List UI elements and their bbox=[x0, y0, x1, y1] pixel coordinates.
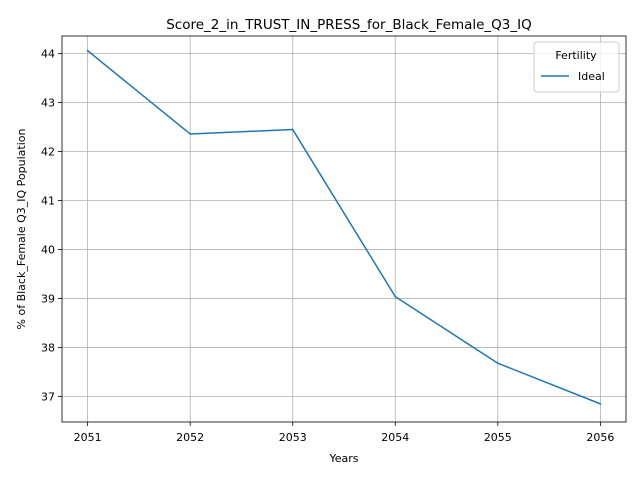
data-point bbox=[189, 133, 192, 135]
legend-box bbox=[533, 41, 620, 93]
data-point bbox=[291, 128, 294, 131]
x-tick-label: 2055 bbox=[484, 431, 512, 444]
x-tick-label: 2052 bbox=[176, 431, 204, 444]
data-point bbox=[86, 49, 89, 52]
x-tick-label: 2054 bbox=[381, 431, 409, 444]
plot-area-frame bbox=[61, 35, 627, 423]
series-layer bbox=[86, 49, 602, 405]
x-tick-label: 2053 bbox=[279, 431, 307, 444]
x-axis-label: Years bbox=[328, 452, 358, 465]
y-axis-label: % of Black_Female Q3_IQ Population bbox=[15, 129, 28, 330]
axis-ticks: 2051 2052 2053 2054 2055 2056 37 38 39 40 41 42 43 44 bbox=[41, 48, 614, 444]
grid-lines bbox=[62, 36, 626, 422]
chart-title: Score_2_in_TRUST_IN_PRESS_for_Black_Fema… bbox=[166, 17, 532, 33]
legend: Fertility Ideal bbox=[533, 41, 620, 93]
data-point bbox=[496, 362, 499, 365]
legend-title: Fertility bbox=[555, 49, 597, 62]
y-tick-label: 44 bbox=[41, 48, 55, 61]
y-tick-label: 41 bbox=[41, 195, 55, 208]
x-tick-label: 2056 bbox=[586, 431, 614, 444]
y-tick-label: 40 bbox=[41, 244, 55, 257]
y-tick-label: 37 bbox=[41, 391, 55, 404]
y-tick-label: 43 bbox=[41, 97, 55, 110]
series-line-ideal bbox=[87, 50, 601, 405]
legend-label-ideal: Ideal bbox=[578, 70, 605, 83]
data-point bbox=[394, 295, 397, 298]
y-tick-label: 38 bbox=[41, 342, 55, 355]
y-tick-label: 39 bbox=[41, 293, 55, 306]
x-tick-label: 2051 bbox=[74, 431, 102, 444]
y-tick-label: 42 bbox=[41, 146, 55, 159]
data-point bbox=[599, 402, 602, 405]
